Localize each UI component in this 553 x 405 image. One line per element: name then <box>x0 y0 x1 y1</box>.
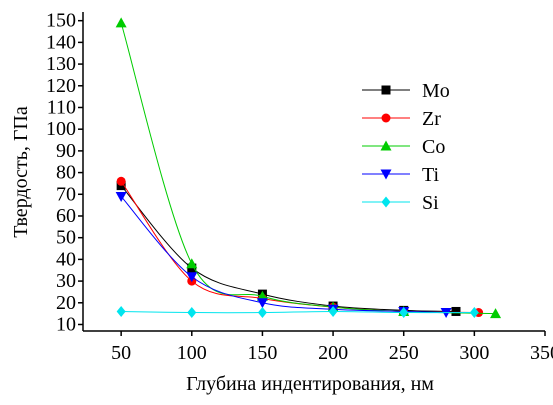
y-tick-label: 130 <box>46 53 76 75</box>
y-tick-label: 10 <box>56 313 76 335</box>
marker <box>257 307 267 319</box>
y-tick-label: 100 <box>46 118 76 140</box>
y-tick-label: 60 <box>56 205 76 227</box>
legend-label: Co <box>422 136 445 158</box>
x-tick-label: 100 <box>177 342 207 364</box>
legend-marker <box>381 113 391 123</box>
series-line <box>120 185 457 312</box>
legend-label: Ti <box>422 164 440 186</box>
y-tick-label: 120 <box>46 75 76 97</box>
y-tick-label: 110 <box>47 96 76 118</box>
marker <box>186 272 198 283</box>
x-tick-label: 200 <box>318 342 348 364</box>
series-line <box>120 22 496 315</box>
marker <box>187 307 197 319</box>
legend-marker <box>380 140 392 151</box>
y-tick-label: 50 <box>56 227 76 249</box>
series-line <box>121 310 475 314</box>
marker <box>256 290 268 301</box>
x-axis-label: Глубина индентирования, нм <box>186 373 434 395</box>
x-tick-label: 250 <box>389 342 419 364</box>
y-axis-label: Твердость, ГПа <box>10 106 32 238</box>
y-tick-label: 30 <box>56 270 76 292</box>
marker <box>328 305 338 317</box>
marker <box>115 191 127 202</box>
x-tick-label: 150 <box>247 342 277 364</box>
series-line <box>120 196 447 314</box>
x-tick-label: 350 <box>530 342 553 364</box>
x-tick-label: 50 <box>111 342 131 364</box>
marker <box>256 298 268 309</box>
y-tick-label: 150 <box>46 10 76 32</box>
marker <box>469 307 479 319</box>
marker <box>116 305 126 317</box>
legend-label: Mo <box>422 80 450 102</box>
marker <box>490 308 502 319</box>
legend-marker <box>381 85 391 95</box>
legend-label: Si <box>422 192 439 214</box>
y-tick-label: 20 <box>56 292 76 314</box>
marker <box>399 307 409 319</box>
legend-marker <box>380 169 392 180</box>
y-tick-label: 40 <box>56 248 76 270</box>
y-tick-label: 140 <box>46 31 76 53</box>
legend-marker <box>381 196 391 208</box>
marker <box>116 176 126 186</box>
y-tick-label: 90 <box>56 140 76 162</box>
marker <box>451 306 461 316</box>
marker <box>186 258 198 269</box>
x-tick-label: 300 <box>459 342 489 364</box>
marker <box>115 17 127 28</box>
y-tick-label: 70 <box>56 183 76 205</box>
y-tick-label: 80 <box>56 162 76 184</box>
legend-label: Zr <box>422 108 441 130</box>
